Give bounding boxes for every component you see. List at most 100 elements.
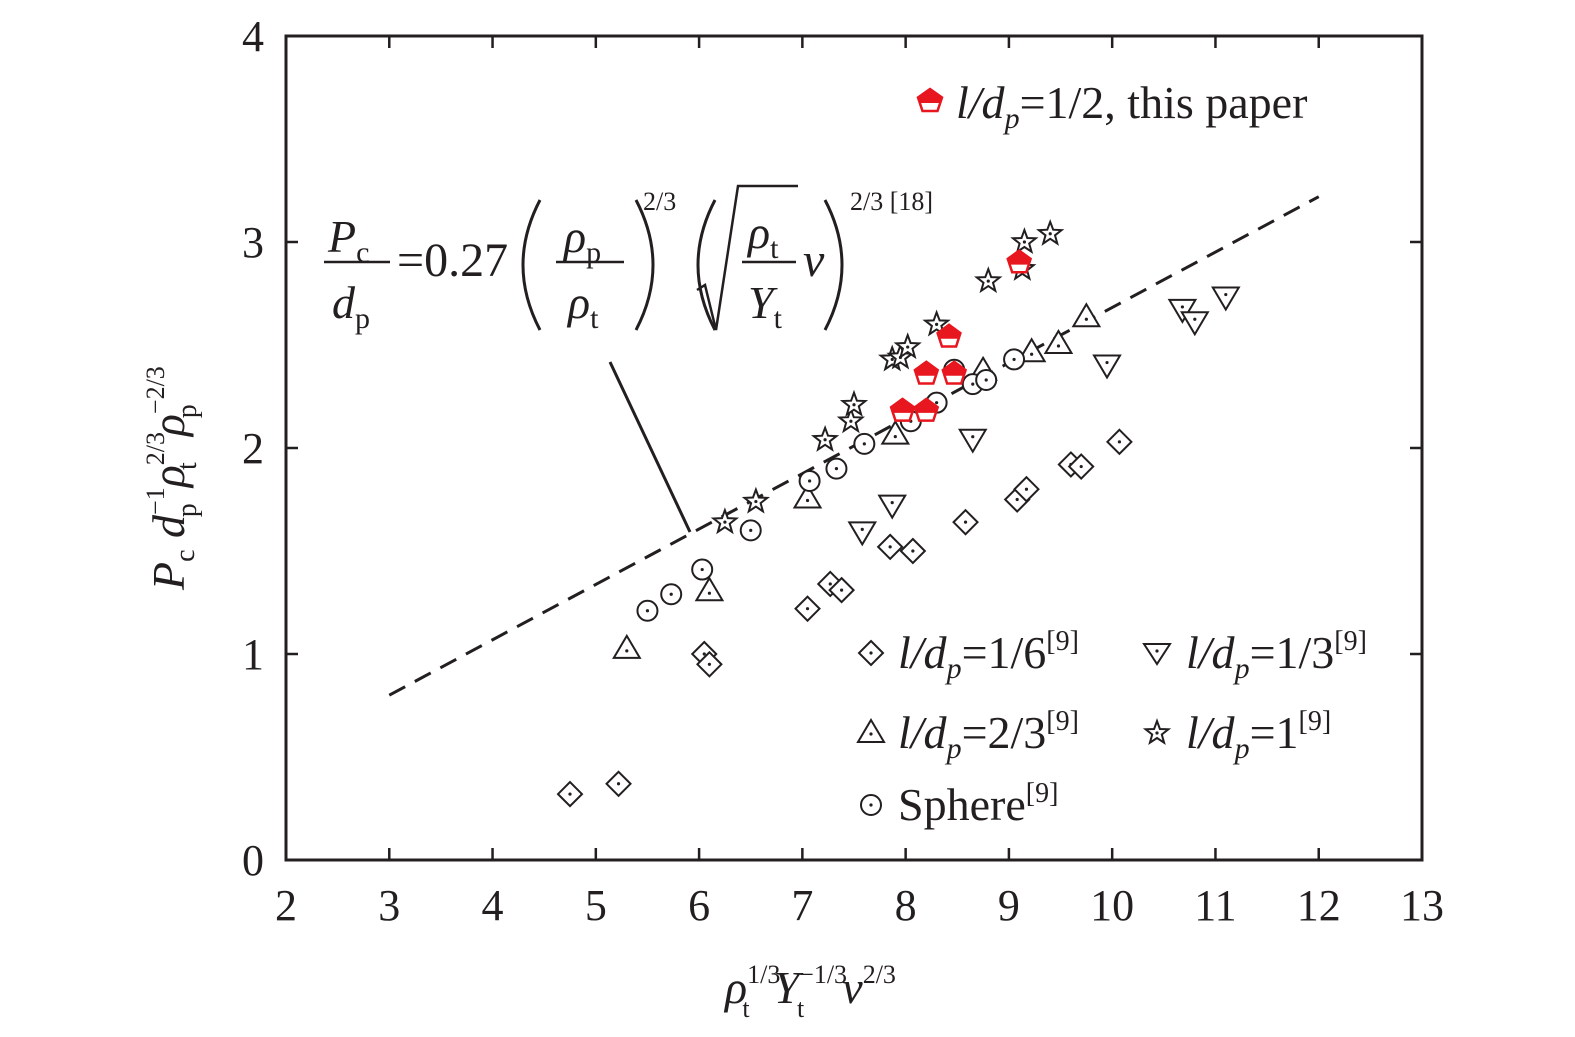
data-point-star bbox=[836, 406, 866, 434]
x-tick-label: 2 bbox=[275, 881, 297, 930]
data-point-diamond bbox=[605, 770, 632, 798]
svg-text:2/3: 2/3 bbox=[643, 187, 676, 216]
svg-text:l/dp=1[9]: l/dp=1[9] bbox=[1186, 706, 1331, 765]
data-point-triangle-down bbox=[847, 521, 878, 547]
data-point-pentagon bbox=[913, 397, 940, 422]
data-point-diamond bbox=[1067, 453, 1095, 480]
data-point-circle-dot bbox=[636, 599, 659, 622]
data-point-triangle-up bbox=[792, 483, 823, 509]
x-tick-label: 5 bbox=[585, 881, 607, 930]
legend-diamond-icon bbox=[857, 639, 885, 667]
x-tick-label: 12 bbox=[1297, 881, 1341, 930]
svg-text:v: v bbox=[803, 234, 825, 287]
legend-star-icon bbox=[1142, 718, 1172, 746]
data-point-diamond bbox=[1013, 475, 1040, 503]
y-tick-label: 2 bbox=[242, 424, 264, 473]
x-tick-label: 11 bbox=[1194, 881, 1236, 930]
data-point-triangle-down bbox=[1092, 354, 1122, 380]
data-point-diamond bbox=[1105, 428, 1133, 456]
x-tick-label: 7 bbox=[791, 881, 813, 930]
x-tick-label: 13 bbox=[1400, 881, 1444, 930]
x-tick-label: 6 bbox=[688, 881, 710, 930]
data-point-star bbox=[710, 507, 740, 535]
data-point-circle-dot bbox=[660, 583, 683, 606]
legend-triangle-down-icon bbox=[1142, 643, 1172, 666]
data-point-triangle-up bbox=[880, 419, 911, 445]
legend-lower: l/dp=1/6[9] l/dp=1/3[9] l/dp=2/3[9] l/dp… bbox=[856, 626, 1367, 830]
data-point-pentagon bbox=[936, 323, 962, 348]
data-point-star bbox=[1036, 218, 1065, 246]
legend-triangle-up-icon bbox=[856, 718, 886, 743]
data-point-diamond bbox=[794, 595, 821, 623]
svg-text:Pc: Pc bbox=[327, 211, 369, 269]
svg-text:l/dp=1/6[9]: l/dp=1/6[9] bbox=[898, 626, 1079, 685]
data-point-pentagon bbox=[941, 360, 968, 385]
y-axis-title: Pc d−1pρ2/3tρ−2/3p bbox=[141, 366, 203, 591]
svg-text:Sphere[9]: Sphere[9] bbox=[898, 778, 1058, 830]
data-point-star bbox=[741, 486, 771, 514]
svg-text:ρp: ρp bbox=[562, 211, 601, 269]
equation-pointer-line bbox=[608, 361, 692, 533]
x-tick-label: 10 bbox=[1090, 881, 1134, 930]
svg-text:=0.27: =0.27 bbox=[397, 234, 508, 287]
svg-text:l/dp=1/3[9]: l/dp=1/3[9] bbox=[1186, 626, 1367, 685]
x-axis-title: ρ1/3 t Y−1/3 t v2/3 bbox=[723, 960, 896, 1023]
svg-text:ρt: ρt bbox=[746, 207, 779, 265]
data-point-diamond bbox=[828, 576, 856, 604]
data-point-triangle-up bbox=[612, 633, 642, 659]
data-point-circle-dot bbox=[975, 369, 998, 392]
data-point-triangle-up bbox=[1043, 329, 1074, 354]
svg-text:Pc d−1pρ2/3tρ−2/3p: Pc d−1pρ2/3tρ−2/3p bbox=[141, 366, 203, 591]
data-point-diamond bbox=[952, 508, 979, 536]
data-point-circle-dot bbox=[853, 432, 876, 455]
x-tick-label: 4 bbox=[482, 881, 504, 930]
x-tick-labels: 2 3 4 5 6 7 8 9 10 11 12 13 bbox=[275, 881, 1444, 930]
data-point-triangle-up bbox=[694, 576, 725, 602]
data-point-star bbox=[974, 266, 1003, 294]
svg-text:dp: dp bbox=[332, 277, 370, 335]
data-point-diamond bbox=[556, 780, 584, 808]
axis-ticks bbox=[286, 36, 1422, 860]
data-point-circle-dot bbox=[1003, 348, 1026, 371]
y-tick-label: 3 bbox=[242, 218, 264, 267]
data-point-triangle-up bbox=[1016, 337, 1047, 363]
data-point-star bbox=[839, 389, 869, 417]
data-point-circle-dot bbox=[691, 558, 714, 581]
data-point-star bbox=[893, 332, 922, 360]
data-point-triangle-down bbox=[1211, 286, 1241, 312]
x-tick-label: 8 bbox=[895, 881, 917, 930]
x-tick-label: 3 bbox=[378, 881, 400, 930]
y-tick-label: 4 bbox=[242, 12, 264, 61]
data-point-diamond bbox=[899, 537, 927, 565]
data-point-triangle-down bbox=[1180, 311, 1210, 337]
y-tick-labels: 0 1 2 3 4 bbox=[242, 12, 264, 885]
data-point-circle-dot bbox=[825, 457, 848, 480]
data-point-triangle-up bbox=[1071, 302, 1102, 328]
legend-circle-icon bbox=[860, 794, 882, 816]
fit-equation: Pc dp =0.27 ρp ρt 2/3 ρt Yt v 2/3 [18] bbox=[324, 184, 933, 335]
data-point-triangle-down bbox=[877, 494, 907, 520]
data-point-star bbox=[810, 424, 840, 452]
data-point-triangle-down bbox=[1167, 298, 1198, 324]
legend-marker-pentagon-icon bbox=[916, 87, 944, 113]
y-tick-label: 1 bbox=[242, 630, 264, 679]
data-point-star bbox=[1010, 227, 1039, 255]
svg-text:ρt: ρt bbox=[566, 277, 599, 335]
data-point-diamond bbox=[876, 533, 904, 561]
svg-text:l/dp=2/3[9]: l/dp=2/3[9] bbox=[898, 706, 1079, 765]
legend-this-paper: l/dp=1/2, this paper bbox=[916, 77, 1307, 135]
x-tick-label: 9 bbox=[998, 881, 1020, 930]
svg-text:2/3 [18]: 2/3 [18] bbox=[850, 187, 933, 216]
data-point-star bbox=[922, 309, 951, 337]
data-point-circle-dot bbox=[739, 519, 762, 542]
svg-text:l/dp=1/2, this paper: l/dp=1/2, this paper bbox=[956, 77, 1307, 135]
data-point-pentagon bbox=[889, 397, 916, 422]
data-point-pentagon bbox=[1006, 249, 1033, 274]
svg-text:Yt: Yt bbox=[748, 277, 783, 335]
y-tick-label: 0 bbox=[242, 836, 264, 885]
data-points bbox=[556, 218, 1241, 808]
data-point-circle-dot bbox=[798, 469, 821, 492]
data-point-pentagon bbox=[913, 360, 940, 385]
